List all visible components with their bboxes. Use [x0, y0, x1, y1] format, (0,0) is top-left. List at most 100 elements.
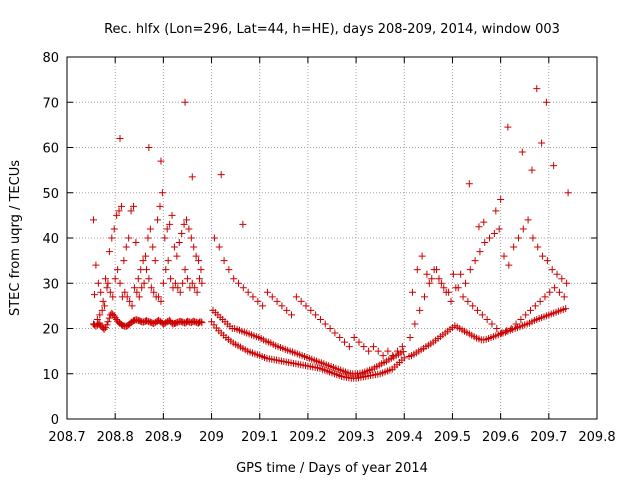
data-point: [170, 243, 178, 251]
data-point: [149, 243, 157, 251]
data-point: [230, 275, 238, 283]
data-point: [488, 320, 496, 328]
data-point: [490, 229, 498, 237]
data-point: [331, 329, 339, 337]
data-point: [129, 202, 137, 210]
data-point: [492, 207, 500, 215]
data-point: [103, 284, 111, 292]
data-point: [555, 288, 563, 296]
data-point: [425, 279, 433, 287]
data-point: [197, 266, 205, 274]
data-point: [268, 293, 276, 301]
data-point: [475, 223, 483, 231]
data-point: [179, 279, 187, 287]
data-point: [497, 196, 505, 204]
y-tick-label: 10: [42, 368, 59, 383]
data-point: [312, 311, 320, 319]
data-point: [433, 266, 441, 274]
data-point: [543, 257, 551, 265]
x-tick-label: 209.5: [434, 430, 471, 445]
data-point: [161, 234, 169, 242]
y-tick-label: 70: [42, 96, 59, 111]
data-point: [174, 284, 182, 292]
data-point: [249, 293, 257, 301]
data-point: [498, 329, 506, 337]
chart-title: Rec. hlfx (Lon=296, Lat=44, h=HE), days …: [104, 22, 560, 37]
data-point: [190, 243, 198, 251]
data-point: [539, 252, 547, 260]
data-point: [546, 288, 554, 296]
data-point: [100, 325, 108, 333]
data-point: [173, 252, 181, 260]
data-point: [104, 279, 112, 287]
data-point: [408, 288, 416, 296]
data-point: [182, 216, 190, 224]
data-point: [130, 284, 138, 292]
data-point: [563, 279, 571, 287]
data-point: [239, 284, 247, 292]
data-point: [398, 343, 406, 351]
data-point: [158, 189, 166, 197]
data-point: [461, 279, 469, 287]
data-point: [542, 98, 550, 106]
data-point: [114, 266, 122, 274]
data-point: [536, 297, 544, 305]
data-point: [181, 266, 189, 274]
data-point: [171, 279, 179, 287]
data-point: [188, 173, 196, 181]
data-point: [104, 318, 112, 326]
data-point: [156, 202, 164, 210]
data-point: [466, 266, 474, 274]
data-point: [217, 171, 225, 179]
data-point: [529, 234, 537, 242]
data-point: [336, 334, 344, 342]
data-point: [442, 288, 450, 296]
data-point: [128, 302, 136, 310]
data-point: [528, 166, 536, 174]
data-point: [350, 334, 358, 342]
x-tick-label: 208.9: [145, 430, 182, 445]
data-point: [522, 311, 530, 319]
data-point: [553, 270, 561, 278]
data-point: [478, 311, 486, 319]
data-point: [159, 279, 167, 287]
y-tick-label: 30: [42, 277, 59, 292]
data-point: [146, 225, 154, 233]
data-point: [447, 297, 455, 305]
data-point: [244, 288, 252, 296]
data-point: [517, 315, 525, 323]
data-point: [493, 325, 501, 332]
data-point: [406, 334, 414, 342]
data-point: [471, 257, 479, 265]
data-point: [195, 257, 203, 265]
data-point: [551, 284, 559, 292]
data-point: [502, 327, 510, 335]
data-point: [140, 279, 148, 287]
data-point: [519, 225, 527, 233]
y-axis-label: STEC from uqrg / TECUs: [8, 160, 23, 316]
data-point: [548, 266, 556, 274]
data-point: [96, 311, 104, 319]
data-point: [121, 288, 129, 296]
data-point: [122, 243, 130, 251]
data-point: [507, 325, 515, 332]
data-point: [144, 234, 152, 242]
data-point: [428, 275, 436, 283]
x-tick-label: 208.7: [48, 430, 85, 445]
x-tick-label: 209: [199, 430, 224, 445]
data-point: [123, 293, 131, 301]
x-tick-label: 209.4: [386, 430, 423, 445]
data-point: [97, 288, 105, 296]
data-point: [413, 266, 421, 274]
data-point: [187, 234, 195, 242]
data-point: [464, 297, 472, 305]
data-point: [457, 270, 465, 278]
data-point: [185, 225, 193, 233]
data-point: [90, 216, 97, 224]
data-point: [345, 343, 353, 351]
axis-ticks: [66, 56, 598, 420]
data-point: [558, 275, 566, 283]
data-point: [283, 306, 291, 314]
data-point: [127, 207, 135, 215]
data-point: [220, 257, 228, 265]
